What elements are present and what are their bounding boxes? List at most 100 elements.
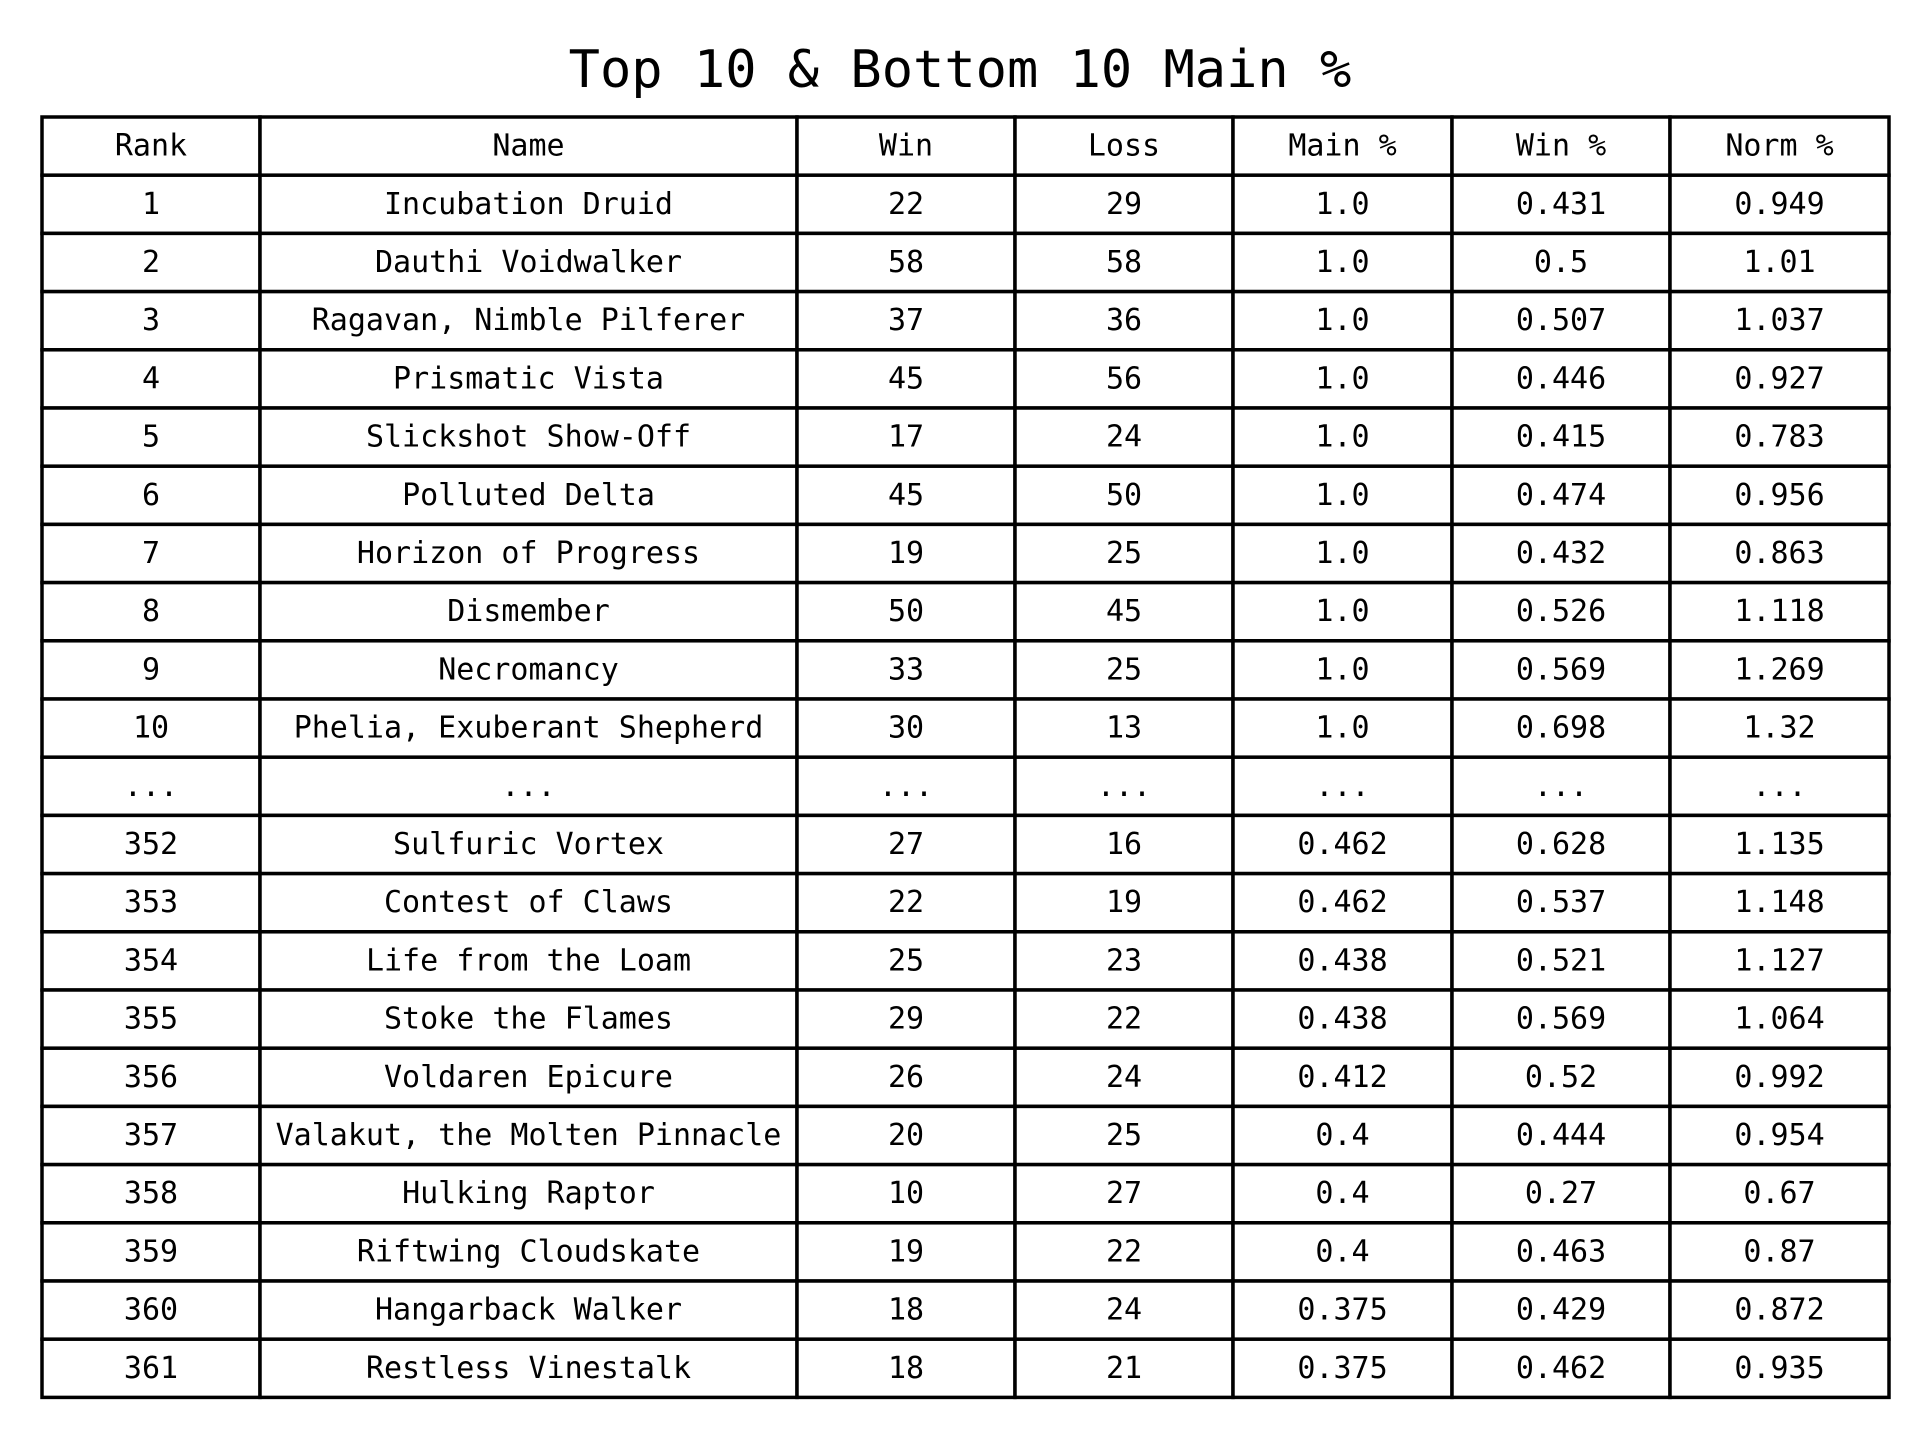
table-cell-win-pct xyxy=(1450,930,1672,992)
cell-text-win: 18 xyxy=(888,1293,924,1328)
table-cell-loss xyxy=(1013,348,1235,410)
cell-text-name: Incubation Druid xyxy=(384,187,673,222)
cell-text-name: Restless Vinestalk xyxy=(366,1351,691,1386)
cell-text-rank: 1 xyxy=(142,187,160,222)
cell-text-norm-pct: 1.32 xyxy=(1743,711,1815,746)
cell-text-main-pct: 0.462 xyxy=(1297,885,1387,920)
cell-text-name: Hulking Raptor xyxy=(402,1176,655,1211)
cell-text-name: Stoke the Flames xyxy=(384,1002,673,1037)
cell-text-norm-pct: 1.01 xyxy=(1743,245,1815,280)
table-row: 6 Polluted Delta 45 50 1.0 0.474 0.956 xyxy=(142,478,1825,513)
cell-text-win: 22 xyxy=(888,885,924,920)
cell-text-win-pct: 0.474 xyxy=(1516,478,1606,513)
table-cell-norm-pct xyxy=(1668,813,1891,876)
cell-text-win-pct: 0.569 xyxy=(1516,652,1606,687)
cell-text-rank: 6 xyxy=(142,478,160,513)
table-cell-norm-pct xyxy=(1668,522,1891,585)
cell-text-win: 22 xyxy=(888,187,924,222)
table-cell-norm-pct xyxy=(1668,406,1891,468)
cell-text-main-pct: 1.0 xyxy=(1315,652,1369,687)
cell-text-main-pct: ... xyxy=(1315,769,1369,804)
cell-text-rank: 358 xyxy=(124,1176,178,1211)
table-cell-name xyxy=(258,988,799,1050)
table-row: 7 Horizon of Progress 19 25 1.0 0.432 0.863 xyxy=(142,536,1825,571)
cell-text-norm-pct: 0.949 xyxy=(1734,187,1824,222)
table-cell-loss xyxy=(1013,813,1235,876)
cell-text-win-pct: 0.432 xyxy=(1516,536,1606,571)
cell-text-loss: 24 xyxy=(1106,1293,1142,1328)
cell-text-win-pct: 0.52 xyxy=(1525,1060,1597,1095)
cell-text-norm-pct: 1.118 xyxy=(1734,594,1824,629)
table-cell-name xyxy=(258,755,799,818)
cell-text-main-pct: 0.462 xyxy=(1297,827,1387,862)
table-cell-win-pct xyxy=(1450,406,1672,468)
table-cell-norm-pct xyxy=(1668,1104,1891,1167)
table-cell-win xyxy=(795,522,1017,585)
table-cell-win-pct xyxy=(1450,988,1672,1050)
cell-text-win: 50 xyxy=(888,594,924,629)
cell-text-norm-pct: 0.863 xyxy=(1734,536,1824,571)
table-cell-norm-pct xyxy=(1668,348,1891,410)
table-cell-win xyxy=(795,1046,1017,1109)
cell-text-norm-pct: 0.954 xyxy=(1734,1118,1824,1153)
cell-text-name: Sulfuric Vortex xyxy=(393,827,664,862)
cell-text-name: Horizon of Progress xyxy=(357,536,700,571)
cell-text-norm-pct: 0.872 xyxy=(1734,1293,1824,1328)
cell-text-rank: 8 xyxy=(142,594,160,629)
table-cell-main-pct xyxy=(1231,1221,1454,1283)
table-cell-win xyxy=(795,1279,1017,1341)
cell-text-main-pct: 0.4 xyxy=(1315,1234,1369,1269)
table-cell-name xyxy=(258,697,799,759)
header-cell-win xyxy=(795,115,1017,177)
cell-text-loss: 22 xyxy=(1106,1234,1142,1269)
table-cell-main-pct xyxy=(1231,988,1454,1050)
cell-text-name: Riftwing Cloudskate xyxy=(357,1234,700,1269)
cell-text-name: Hangarback Walker xyxy=(375,1293,682,1328)
table-cell-norm-pct xyxy=(1668,871,1891,934)
cell-text-win: 33 xyxy=(888,652,924,687)
cell-text-loss: 36 xyxy=(1106,303,1142,338)
table-cell-win xyxy=(795,580,1017,643)
cell-text-loss: 45 xyxy=(1106,594,1142,629)
table-cell-loss xyxy=(1013,173,1235,236)
cell-text-norm-pct: 0.935 xyxy=(1734,1351,1824,1386)
table-cell-win-pct xyxy=(1450,755,1672,818)
table-cell-name xyxy=(258,289,799,352)
table-cell-name xyxy=(258,348,799,410)
table-cell-rank xyxy=(40,755,262,818)
cell-text-main-pct: 1.0 xyxy=(1315,478,1369,513)
cell-text-name: Valakut, the Molten Pinnacle xyxy=(276,1118,782,1153)
cell-text-win: 10 xyxy=(888,1176,924,1211)
table-cell-norm-pct xyxy=(1668,1162,1891,1225)
table-row: 356 Voldaren Epicure 26 24 0.412 0.52 0.992 xyxy=(124,1060,1825,1095)
cell-text-rank: 7 xyxy=(142,536,160,571)
table-cell-win-pct xyxy=(1450,1104,1672,1167)
cell-text-loss: 24 xyxy=(1106,420,1142,455)
cell-text-rank: 361 xyxy=(124,1351,178,1386)
cell-text-loss: 22 xyxy=(1106,1002,1142,1037)
cell-text-name: Voldaren Epicure xyxy=(384,1060,673,1095)
table-cell-rank xyxy=(40,231,262,294)
cell-text-loss: 25 xyxy=(1106,1118,1142,1153)
header-text-main-pct: Main % xyxy=(1288,129,1396,164)
cell-text-norm-pct: 1.135 xyxy=(1734,827,1824,862)
cell-text-norm-pct: 0.992 xyxy=(1734,1060,1824,1095)
cell-text-name: Prismatic Vista xyxy=(393,361,664,396)
cell-text-norm-pct: 1.127 xyxy=(1734,943,1824,978)
cell-text-main-pct: 0.412 xyxy=(1297,1060,1387,1095)
cell-text-main-pct: 0.375 xyxy=(1297,1351,1387,1386)
cell-text-main-pct: 0.438 xyxy=(1297,943,1387,978)
table-row: ..................... xyxy=(124,769,1807,804)
table-cell-norm-pct xyxy=(1668,1279,1891,1341)
header-text-win-pct: Win % xyxy=(1516,129,1606,164)
table-cell-name xyxy=(258,1104,799,1167)
table-cell-main-pct xyxy=(1231,406,1454,468)
cell-text-loss: 21 xyxy=(1106,1351,1142,1386)
header-row: Rank Name Win Loss Main % Win % Norm % xyxy=(115,129,1834,164)
cell-text-norm-pct: 1.064 xyxy=(1734,1002,1824,1037)
table-row: 3 Ragavan, Nimble Pilferer 37 36 1.0 0.507 1.0… xyxy=(142,303,1825,338)
table-cell-rank xyxy=(40,406,262,468)
cell-text-win: 17 xyxy=(888,420,924,455)
cell-text-name: Dauthi Voidwalker xyxy=(375,245,682,280)
cell-text-rank: 360 xyxy=(124,1293,178,1328)
